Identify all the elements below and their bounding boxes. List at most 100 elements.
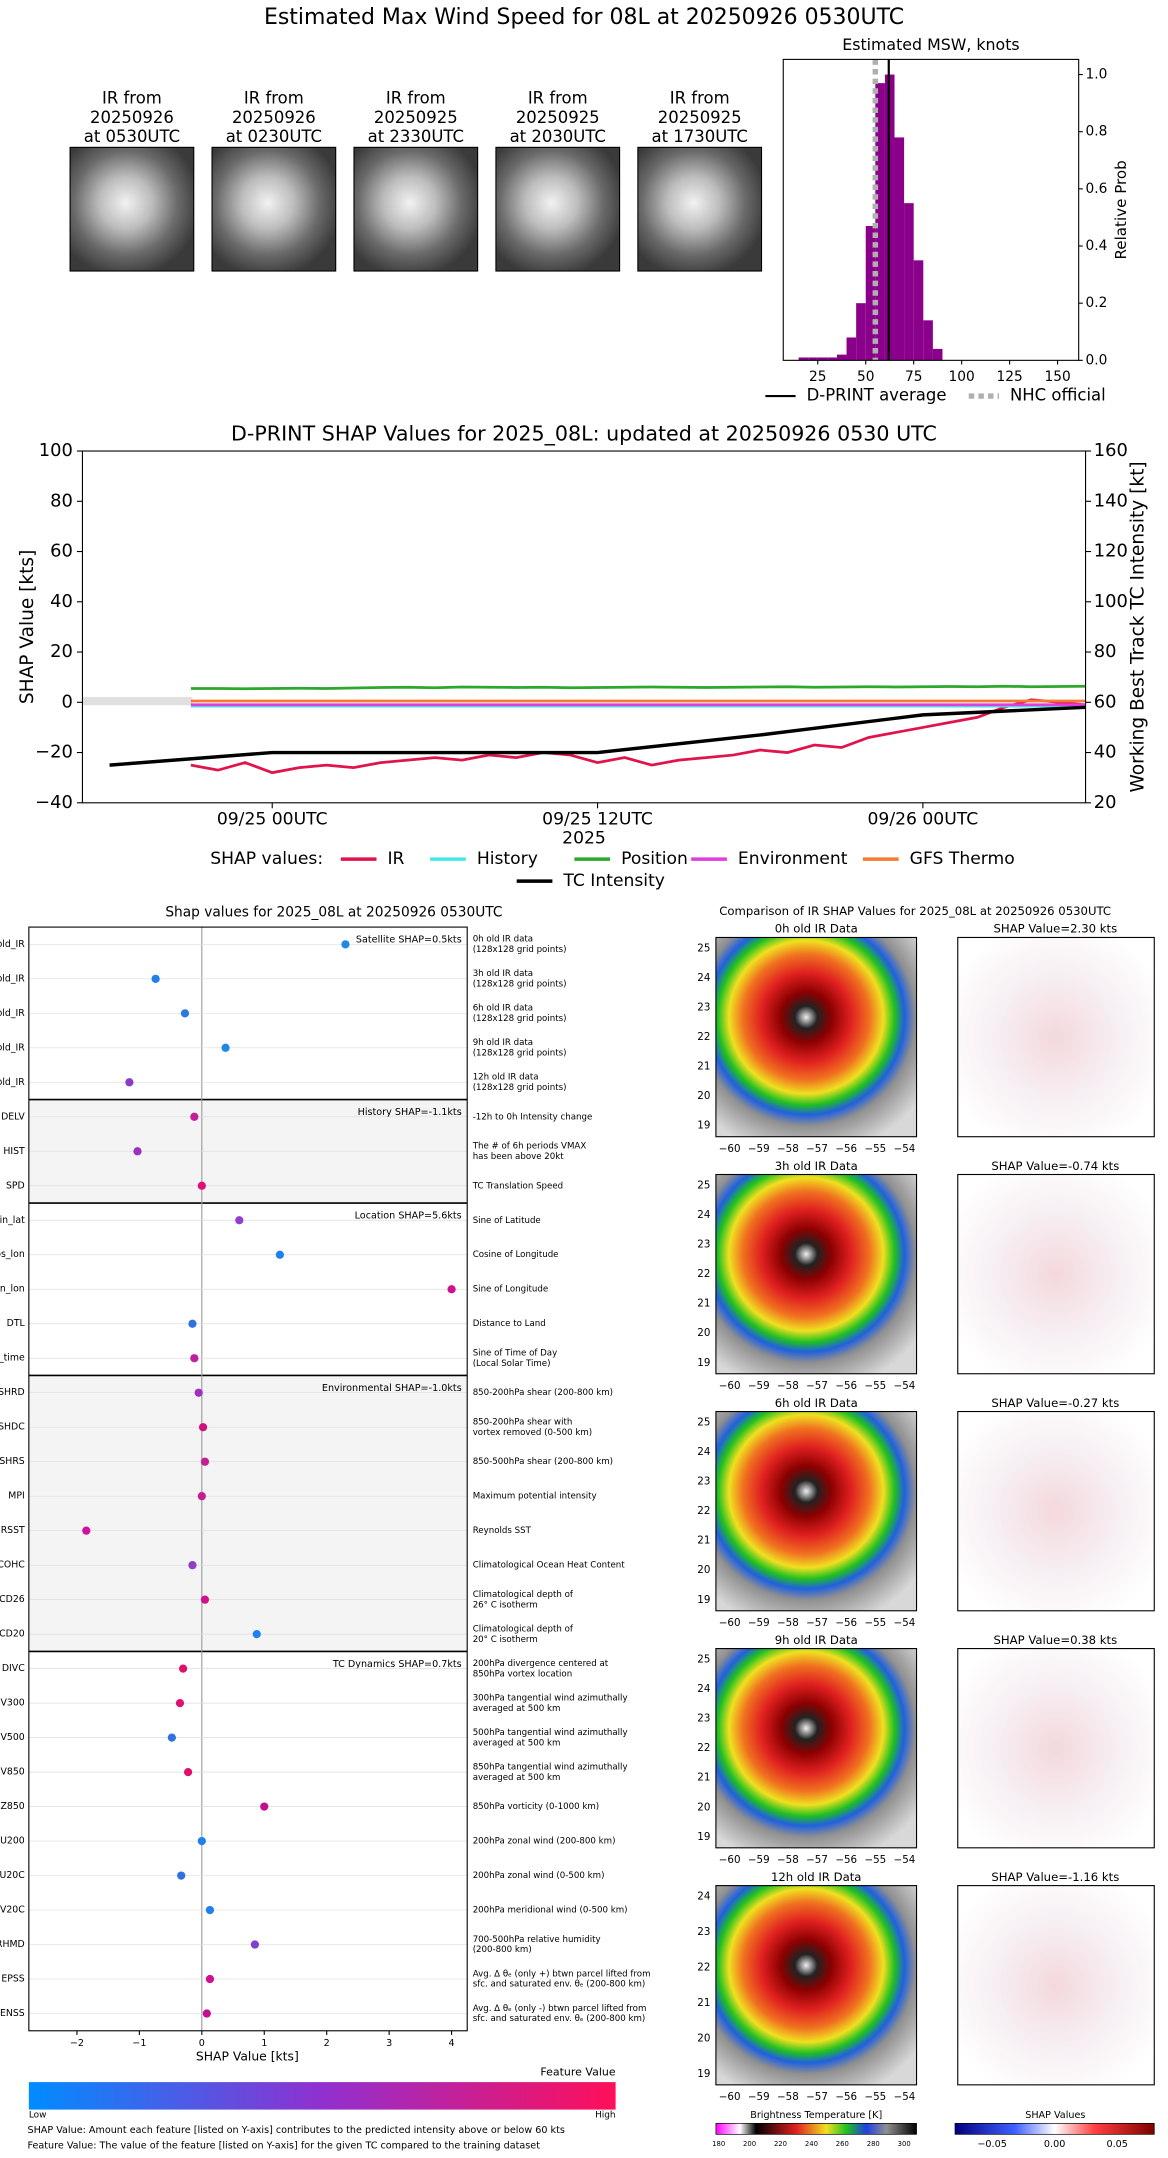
feature-dot [341,940,350,949]
lon-tick-label: −55 [864,1617,886,1629]
plot-frame [782,58,1080,361]
bar [904,203,914,361]
lon-tick-label: −57 [806,1380,828,1392]
x-tick-label: −2 [70,2038,84,2049]
lon-tick-label: −55 [864,1380,886,1392]
ir-image [715,1173,918,1375]
series-line [190,698,1086,775]
feature-label: RSST [1,1525,25,1536]
feature-description: 26° C isotherm [473,1600,538,1610]
feature-dot [194,1388,203,1397]
feature-description: (128x128 grid points) [473,1083,567,1093]
feature-dot [190,1354,199,1363]
feature-description: (128x128 grid points) [473,979,567,989]
lon-tick-label: −57 [806,2091,828,2103]
panel-title: SHAP Value=0.38 kts [993,1633,1117,1647]
colorbar-tick-label: 240 [805,2140,818,2148]
feature-label: V20C [0,1905,25,1916]
y-tick-label: 0.8 [1086,124,1108,140]
x-tick-label: 3 [386,2038,392,2049]
lon-tick-label: −59 [748,2091,770,2103]
feature-description: 200hPa zonal wind (200-800 km) [473,1837,616,1847]
ir-thumbnail [637,146,763,272]
lat-tick-label: 24 [697,1446,710,1458]
figure-title: Estimated Max Wind Speed for 08L at 2025… [264,5,904,30]
feature-description: TC Translation Speed [472,1181,563,1191]
feature-description: The # of 6h periods VMAX [472,1142,587,1152]
lon-tick-label: −57 [806,1854,828,1866]
lon-tick-label: −59 [748,1380,770,1392]
bar [846,337,857,361]
lon-tick-label: −60 [719,1380,741,1392]
x-tick-label: 4 [449,2038,455,2049]
lon-tick-label: −55 [864,1143,886,1155]
colorbar-tick-label: 200 [743,2140,756,2148]
feature-description: Reynolds SST [473,1526,532,1536]
feature-description: 20° C isotherm [473,1635,538,1645]
x-axis-label: SHAP Value [kts] [196,2049,299,2063]
ir-image [715,1410,918,1612]
x-tick-label: 25 [809,369,826,385]
feature-description: Sine of Latitude [473,1216,541,1226]
bar [808,357,818,361]
feature-label: RHMD [0,1939,25,1950]
feature-description: 200hPa divergence centered at [473,1659,609,1669]
lon-tick-label: −56 [835,1854,857,1866]
feature-description: 200hPa zonal wind (0-500 km) [473,1871,605,1881]
y-tick-label: 60 [50,541,73,562]
shap-image [957,936,1155,1138]
feature-description: 850hPa tangential wind azimuthally [473,1762,628,1772]
legend-label: D-PRINT average [807,386,947,405]
footnote: Feature Value: The value of the feature … [27,2140,540,2151]
feature-label: SPD [6,1180,25,1191]
shap-image [957,1173,1155,1375]
plot-frame [28,926,468,2032]
feature-label: cos_lon [0,1249,25,1260]
feature-description: -12h to 0h Intensity change [473,1112,593,1122]
feature-dot [197,1181,206,1190]
lat-tick-label: 22 [697,1962,710,1974]
lon-tick-label: −58 [777,1854,799,1866]
panel-title: SHAP Value=-1.16 kts [991,1870,1119,1884]
feature-dot [177,1871,186,1880]
lat-tick-label: 22 [697,1742,710,1754]
colorbar-tick-label: 220 [774,2140,787,2148]
feature-label: 3h_old_IR [0,973,25,984]
lat-tick-label: 23 [697,1476,710,1488]
shap-image [957,1410,1155,1612]
feature-label: CD20 [0,1629,25,1640]
group-label: History SHAP=-1.1kts [358,1107,462,1118]
group-label: Environmental SHAP=-1.0kts [322,1383,462,1394]
feature-dot [183,1767,193,1777]
legend-title: SHAP values: [210,849,323,869]
lon-tick-label: −55 [864,2091,886,2103]
y-tick-label: 0.4 [1086,238,1108,254]
ir-thumbnail [69,146,195,272]
feature-dot [197,1836,206,1846]
colorbar-tick-label: 260 [836,2140,849,2148]
lon-tick-label: −54 [894,1854,916,1866]
feature-dot [82,1526,91,1535]
bar [932,348,943,361]
y-tick-label: 20 [50,641,73,662]
lat-tick-label: 19 [697,1594,710,1606]
feature-label: DTL [7,1318,26,1329]
ir-image [715,936,918,1138]
legend-label: Environment [738,849,848,869]
bar [865,226,876,361]
lat-tick-label: 19 [697,2068,710,2080]
feature-description: Climatological depth of [473,1624,574,1634]
feature-description: 200hPa meridional wind (0-500 km) [473,1906,628,1916]
plot-frame [81,450,1087,804]
feature-label: U200 [0,1836,25,1847]
feature-description: (128x128 grid points) [473,1048,567,1058]
lat-tick-label: 24 [697,972,710,984]
feature-label: SHRD [0,1387,25,1398]
feature-description: (200-800 km) [473,1945,532,1955]
lat-tick-label: 25 [697,1417,710,1429]
lat-tick-label: 20 [697,1327,710,1339]
x-tick-label: 09/25 12UTC [542,809,653,829]
lat-tick-label: 25 [697,1654,710,1666]
colorbar-tick-label: 0.05 [1106,2139,1127,2150]
lat-tick-label: 23 [697,1926,710,1938]
